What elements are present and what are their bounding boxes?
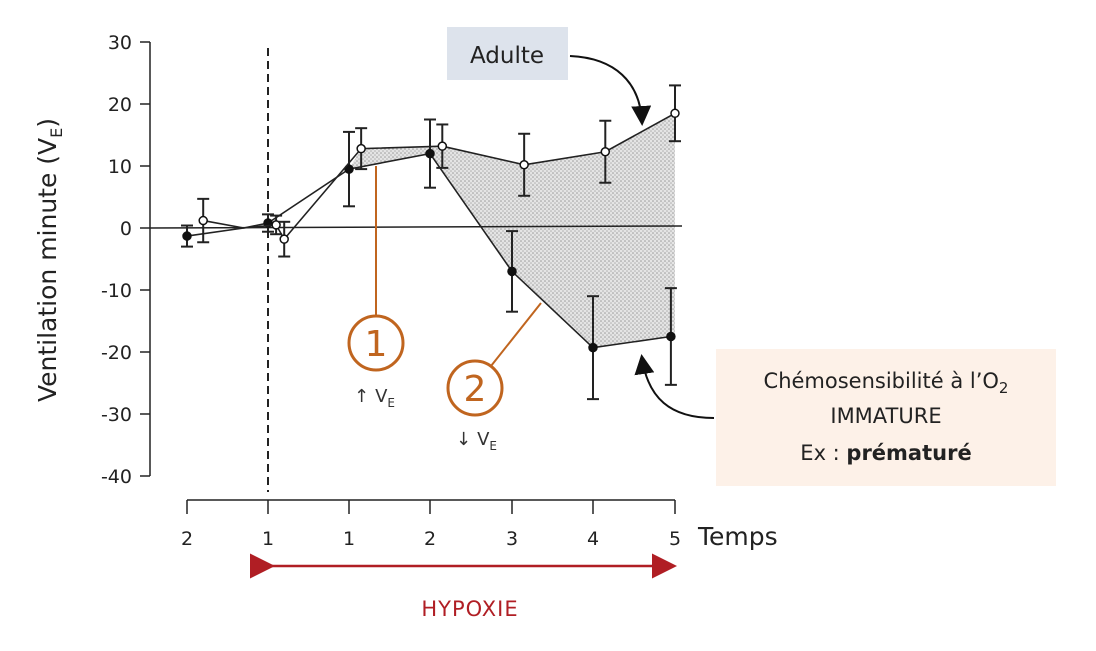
y-tick-label: -30 — [101, 404, 132, 426]
y-ticks: 30 20 10 0 -10 -20 -30 -40 — [101, 32, 150, 488]
data-point — [670, 108, 680, 119]
immature-line-3: Ex : prématuré — [800, 441, 971, 465]
data-point — [437, 141, 448, 151]
callout-2-circle — [446, 359, 504, 417]
adulte-label: Adulte — [470, 43, 544, 69]
data-point — [600, 146, 611, 157]
immature-pointer-arrow — [634, 354, 715, 419]
immature-line-1: Chémosensibilité à l’O2 — [764, 369, 1009, 397]
hypoxia-label: HYPOXIE — [421, 597, 518, 621]
y-tick-label: 10 — [108, 156, 132, 178]
x-tick-label: 2 — [181, 528, 193, 550]
callout-2-arrow: ↓ — [456, 429, 471, 450]
x-tick-label: 3 — [506, 528, 518, 550]
x-tick-label: 4 — [587, 528, 599, 550]
data-point — [344, 164, 354, 174]
callout-2-number: 2 — [464, 369, 487, 410]
x-tick-label: 1 — [343, 528, 355, 550]
series-adulte — [197, 84, 681, 258]
data-point — [271, 220, 281, 230]
x-ticks: 2 1 1 2 3 4 5 — [181, 500, 681, 550]
y-axis-title-close: ) — [33, 118, 62, 128]
callout-1-sub: E — [387, 396, 395, 410]
y-tick-label: -10 — [101, 280, 132, 302]
immature-line-1-sub: 2 — [999, 379, 1009, 397]
series-layer — [181, 84, 681, 401]
immature-line-1-main: Chémosensibilité à l’O — [764, 369, 999, 393]
callout-1-circle — [347, 314, 405, 372]
callout-2-sub: E — [489, 439, 497, 453]
x-tick-label: 1 — [262, 528, 274, 550]
y-axis-title: Ventilation minute (VE) — [33, 118, 66, 402]
data-point — [279, 234, 289, 244]
callout-2-note: ↓ VE — [456, 429, 497, 453]
data-point — [519, 160, 529, 170]
series-immature — [181, 118, 677, 401]
y-tick-label: -40 — [101, 466, 132, 488]
callout-2-leader — [490, 302, 542, 367]
x-tick-label: 5 — [669, 528, 681, 550]
data-point — [588, 342, 598, 353]
y-tick-label: -20 — [101, 342, 132, 364]
immature-line-2: IMMATURE — [830, 404, 941, 428]
immature-box — [716, 349, 1056, 486]
y-axis-title-sub: E — [47, 128, 66, 138]
y-tick-label: 20 — [108, 94, 132, 116]
immature-line-3-pre: Ex : — [800, 441, 846, 465]
callout-2-v: V — [477, 429, 490, 450]
x-tick-label: 2 — [424, 528, 436, 550]
data-point — [666, 331, 676, 342]
data-point — [425, 148, 435, 159]
adulte-pointer-arrow — [569, 55, 652, 126]
x-axis-title: Temps — [697, 522, 778, 551]
callout-1-number: 1 — [365, 324, 388, 365]
callout-1-note: ↑ VE — [354, 386, 395, 410]
data-point — [198, 215, 208, 226]
adulte-box — [447, 27, 568, 80]
data-point — [507, 266, 517, 277]
y-tick-label: 0 — [120, 218, 132, 240]
y-axis-title-main: Ventilation minute (V — [33, 138, 62, 402]
immature-line-3-bold: prématuré — [846, 441, 971, 465]
callout-1-arrow: ↑ — [354, 386, 369, 407]
data-point — [182, 231, 192, 241]
data-point — [356, 143, 366, 154]
y-tick-label: 30 — [108, 32, 132, 54]
callout-1-v: V — [375, 386, 388, 407]
